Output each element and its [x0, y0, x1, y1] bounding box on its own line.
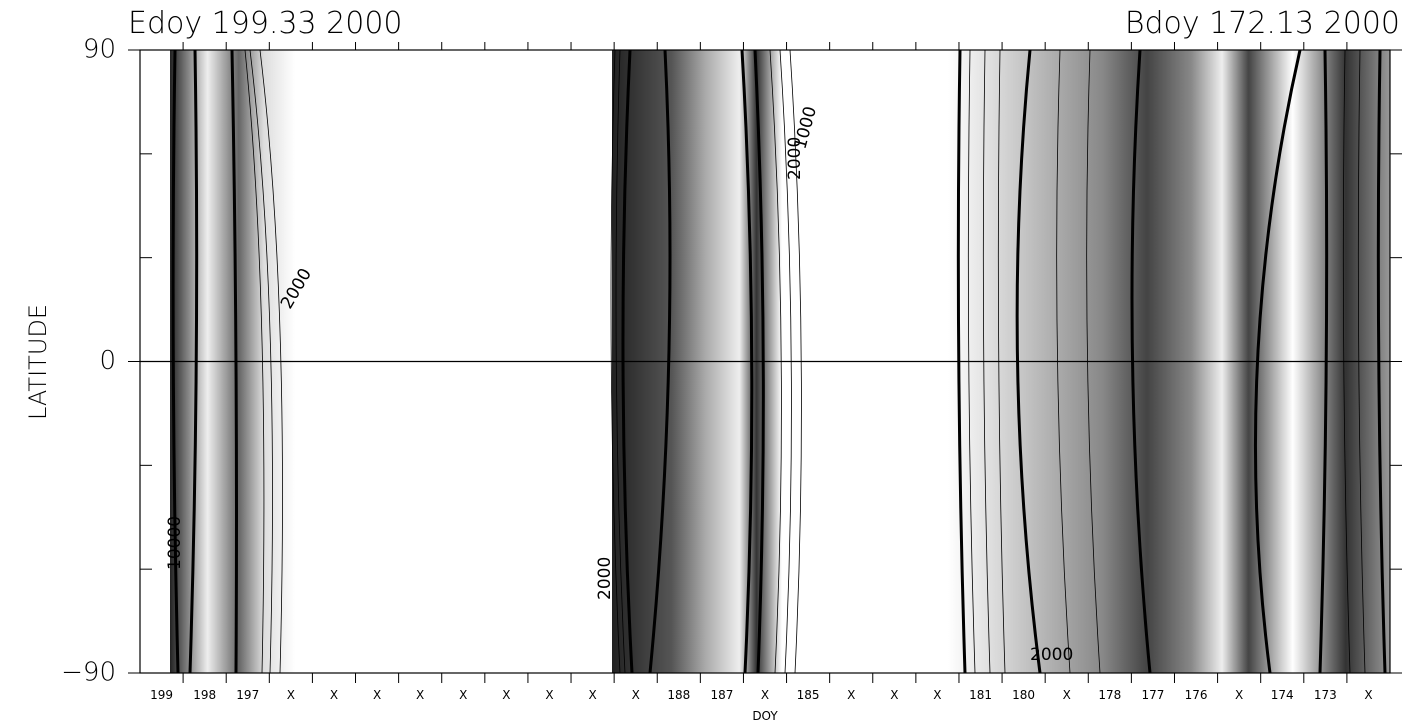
x-tick-label: X [1364, 688, 1372, 702]
chart-title-left: Edoy 199.33 2000 [128, 6, 403, 41]
x-tick-label: X [761, 688, 769, 702]
y-axis-label: LATITUDE [24, 304, 52, 420]
x-tick-label: 178 [1098, 688, 1121, 702]
x-tick-label: X [502, 688, 510, 702]
x-tick-label: 199 [150, 688, 173, 702]
x-tick-label: X [545, 688, 553, 702]
y-tick-label: 90 [83, 35, 116, 65]
x-tick-label: 174 [1271, 688, 1294, 702]
x-tick-label: X [847, 688, 855, 702]
contour-label: 10000 [165, 516, 185, 570]
x-tick-label: 173 [1314, 688, 1337, 702]
contour-label: 2000 [595, 557, 615, 600]
x-tick-label: X [416, 688, 424, 702]
x-tick-label: X [890, 688, 898, 702]
y-tick-label: −90 [61, 658, 116, 688]
x-tick-label: 187 [710, 688, 733, 702]
chart-title-right: Bdoy 172.13 2000 [1125, 6, 1400, 41]
x-tick-label: 185 [797, 688, 820, 702]
x-tick-label: 188 [667, 688, 690, 702]
x-tick-label: 198 [193, 688, 216, 702]
x-tick-label: X [632, 688, 640, 702]
x-tick-label: 176 [1185, 688, 1208, 702]
x-tick-label: X [373, 688, 381, 702]
x-tick-label: X [588, 688, 596, 702]
x-tick-label: 197 [236, 688, 259, 702]
x-tick-label: X [1063, 688, 1071, 702]
x-tick-label: 180 [1012, 688, 1035, 702]
x-tick-label: X [287, 688, 295, 702]
x-axis-label: DOY [752, 709, 778, 723]
x-tick-label: X [330, 688, 338, 702]
x-tick-label: 181 [969, 688, 992, 702]
x-tick-label: X [933, 688, 941, 702]
x-tick-label: 177 [1141, 688, 1164, 702]
x-tick-label: X [459, 688, 467, 702]
y-tick-label: 0 [99, 346, 116, 376]
contour-label: 2000 [785, 137, 805, 180]
contour-label: 2000 [1030, 645, 1073, 665]
x-tick-label: X [1235, 688, 1243, 702]
